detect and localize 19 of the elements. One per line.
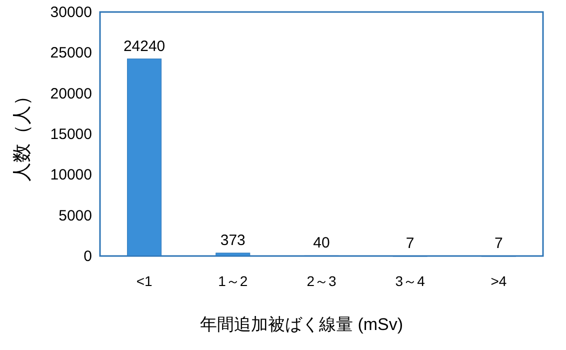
- x-tick-label: 1～2: [218, 273, 248, 289]
- x-tick-label: 2～3: [306, 273, 336, 289]
- y-tick-label: 15000: [50, 126, 92, 143]
- y-tick-label: 25000: [50, 44, 92, 62]
- x-tick-label: 3～4: [395, 273, 426, 289]
- x-axis-title: 年間追加被ばく線量 (mSv): [200, 315, 404, 334]
- y-tick-label: 0: [84, 248, 92, 265]
- y-axis-title: 人数（人）: [12, 86, 33, 182]
- x-tick-label: <1: [136, 273, 152, 289]
- data-label: 7: [406, 234, 414, 252]
- y-tick-label: 20000: [50, 85, 92, 102]
- data-label: 373: [220, 232, 246, 249]
- data-label: 40: [313, 234, 330, 252]
- y-tick-label: 10000: [50, 166, 92, 184]
- x-tick-label: >4: [490, 273, 507, 289]
- data-label: 24240: [123, 38, 166, 55]
- y-tick-label: 30000: [50, 4, 92, 21]
- data-label: 7: [494, 234, 503, 252]
- y-tick-label: 5000: [58, 207, 92, 224]
